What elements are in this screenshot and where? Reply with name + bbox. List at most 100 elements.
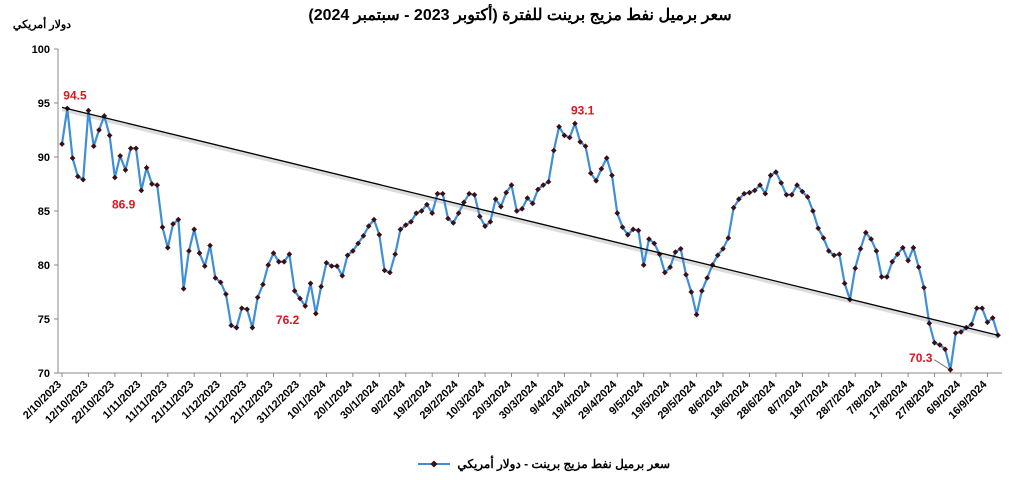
data-label: 70.3	[909, 351, 933, 365]
data-point	[625, 231, 631, 238]
data-point	[799, 188, 806, 195]
data-point	[90, 143, 97, 150]
data-point	[138, 187, 145, 194]
chart-title: سعر برميل نفط مزيج برينت للفترة (أكتوبر …	[308, 3, 731, 25]
data-point	[614, 210, 621, 216]
data-point	[640, 262, 647, 268]
data-point	[143, 164, 150, 171]
data-point	[519, 206, 525, 212]
data-point	[794, 182, 800, 188]
data-point	[191, 226, 198, 233]
data-point	[159, 224, 166, 231]
data-point	[408, 218, 414, 225]
data-point	[825, 248, 832, 254]
data-point	[149, 181, 155, 187]
data-point	[868, 236, 874, 242]
data-point	[513, 208, 520, 214]
data-point	[683, 271, 689, 278]
data-point	[476, 213, 483, 220]
data-point	[931, 339, 938, 346]
data-point	[873, 248, 880, 254]
data-point	[175, 216, 182, 223]
data-point	[275, 258, 282, 265]
data-point	[609, 172, 615, 179]
data-point	[662, 269, 668, 276]
data-point	[773, 169, 779, 175]
data-point	[133, 145, 139, 152]
data-point	[767, 172, 774, 179]
data-point	[651, 240, 658, 247]
data-point	[450, 220, 457, 226]
data-point	[154, 182, 161, 188]
y-tick-label: 85	[38, 206, 50, 218]
data-point	[397, 226, 404, 233]
data-point	[254, 294, 261, 301]
data-point	[704, 275, 710, 281]
data-point	[360, 233, 367, 239]
data-point	[217, 279, 224, 286]
data-point	[164, 244, 171, 251]
data-point	[952, 330, 959, 336]
data-point	[635, 227, 642, 234]
data-point	[937, 342, 943, 348]
data-point	[725, 235, 732, 241]
data-point	[196, 250, 203, 256]
data-point	[889, 258, 896, 265]
data-point	[984, 319, 991, 326]
y-tick-label: 90	[38, 152, 50, 164]
data-point	[201, 263, 208, 269]
data-point	[106, 132, 113, 139]
data-point	[355, 240, 361, 247]
data-point	[593, 177, 599, 184]
data-point	[445, 215, 451, 222]
data-point	[831, 252, 837, 259]
data-point	[371, 216, 377, 223]
data-point	[323, 260, 330, 266]
data-point	[942, 346, 948, 353]
trendline-shadow	[61, 107, 999, 340]
data-point	[810, 208, 816, 214]
data-point	[899, 244, 906, 251]
trendline	[61, 106, 999, 336]
data-point	[857, 245, 864, 252]
data-point	[989, 315, 996, 321]
data-point	[545, 179, 552, 185]
data-point	[720, 245, 726, 252]
data-point	[344, 252, 351, 259]
data-point	[672, 249, 679, 255]
data-point	[979, 305, 985, 312]
data-point	[619, 224, 626, 231]
data-point	[466, 190, 473, 197]
y-tick-label: 75	[38, 314, 50, 326]
data-point	[328, 263, 335, 269]
data-point	[788, 191, 795, 198]
data-point	[598, 166, 605, 172]
data-point	[926, 320, 933, 327]
legend-marker	[430, 460, 438, 468]
data-point	[836, 251, 843, 258]
data-point	[974, 305, 980, 312]
data-point	[455, 210, 462, 216]
data-point	[667, 264, 673, 270]
data-point	[577, 139, 584, 145]
data-point	[112, 174, 118, 181]
data-point	[751, 187, 758, 194]
data-point	[307, 280, 314, 287]
data-point	[910, 244, 917, 251]
data-point	[741, 190, 747, 197]
data-point	[550, 147, 557, 154]
data-point	[884, 274, 890, 280]
data-point	[540, 182, 547, 188]
data-point	[582, 143, 589, 150]
data-point	[603, 155, 610, 161]
data-point	[535, 186, 541, 193]
data-point	[968, 321, 975, 328]
data-label: 93.1	[571, 104, 595, 118]
data-point	[297, 295, 303, 302]
data-label: 76.2	[276, 313, 300, 327]
data-point	[905, 257, 911, 264]
data-point	[529, 200, 536, 207]
data-point	[730, 204, 737, 211]
data-point	[677, 245, 684, 252]
data-point	[392, 251, 398, 258]
